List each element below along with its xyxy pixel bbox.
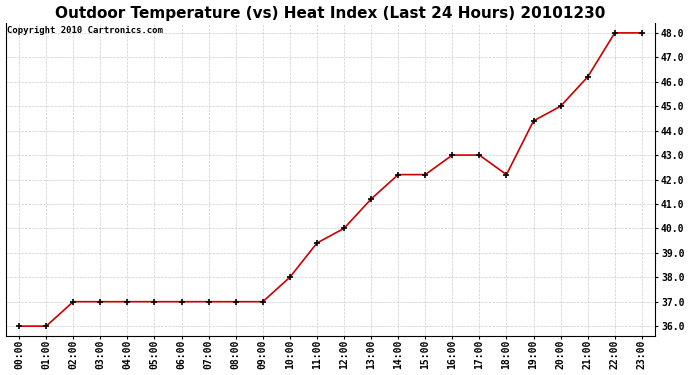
Title: Outdoor Temperature (vs) Heat Index (Last 24 Hours) 20101230: Outdoor Temperature (vs) Heat Index (Las…	[55, 6, 606, 21]
Text: Copyright 2010 Cartronics.com: Copyright 2010 Cartronics.com	[7, 26, 163, 35]
